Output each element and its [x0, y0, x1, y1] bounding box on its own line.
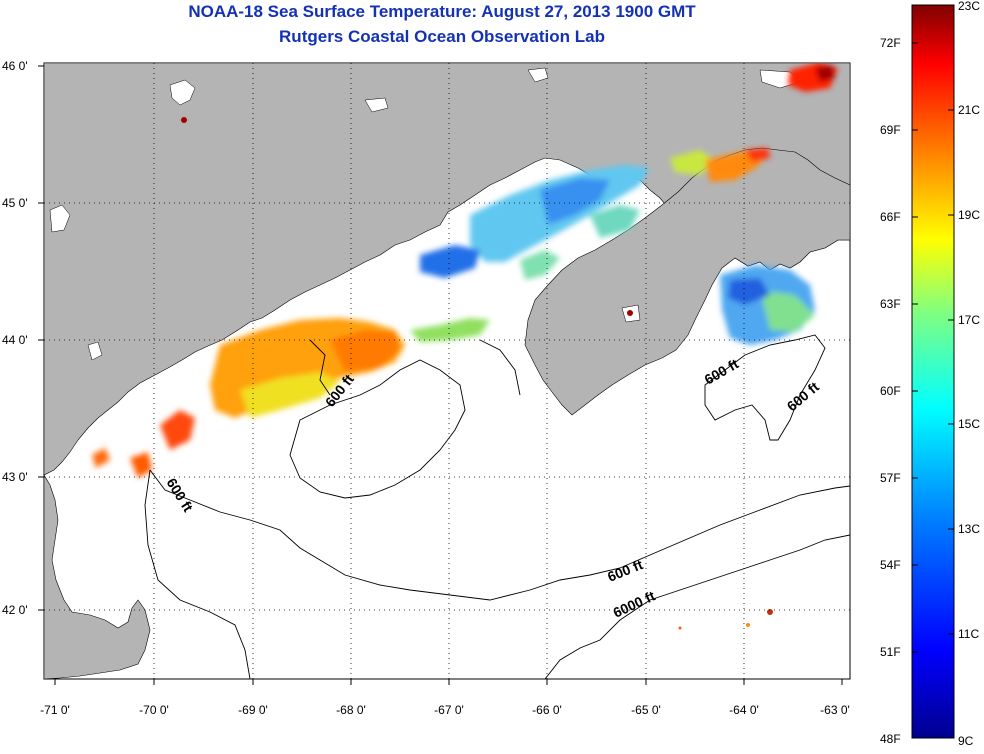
sst-patch — [410, 318, 490, 342]
lon-tick-label: -67 0' — [434, 703, 464, 717]
cbar-c-label: 15C — [958, 417, 980, 431]
contour-600ft — [479, 339, 521, 396]
sst-speck — [767, 609, 773, 615]
bathymetry-contours — [144, 334, 850, 679]
figure-subtitle: Rutgers Coastal Ocean Observation Lab — [279, 27, 605, 46]
sst-patch — [540, 178, 610, 225]
cbar-c-ticks — [948, 109, 954, 635]
cbar-f-label: 48F — [880, 732, 901, 746]
lon-tick-label: -66 0' — [532, 703, 562, 717]
cbar-c-label: 23C — [958, 0, 980, 13]
contour-600ft — [149, 469, 850, 601]
lon-tick-label: -71 0' — [40, 703, 70, 717]
cbar-f-label: 51F — [880, 645, 901, 659]
sst-patch — [815, 65, 835, 82]
lon-tick-label: -64 0' — [729, 703, 759, 717]
figure-title: NOAA-18 Sea Surface Temperature: August … — [188, 2, 696, 21]
lon-tick-label: -70 0' — [139, 703, 169, 717]
sst-patch — [330, 330, 400, 372]
contour-600ft — [309, 339, 331, 396]
cbar-c-label: 17C — [958, 313, 980, 327]
sst-patch — [92, 448, 110, 468]
lake — [527, 67, 549, 83]
cbar-c-label: 11C — [958, 627, 979, 641]
cbar-f-label: 66F — [880, 210, 901, 224]
sst-speck — [678, 626, 682, 630]
sst-patch — [728, 278, 770, 305]
lake — [87, 341, 103, 361]
cbar-c-label: 19C — [958, 208, 980, 222]
map-content — [44, 63, 850, 679]
cbar-f-label: 63F — [880, 297, 901, 311]
lake — [49, 204, 71, 233]
cbar-f-label: 60F — [880, 384, 901, 398]
cbar-f-label: 54F — [880, 558, 901, 572]
contour-6000ft — [544, 534, 850, 679]
cbar-c-label: 21C — [958, 103, 980, 117]
sst-patch — [745, 148, 770, 162]
lon-tick-label: -68 0' — [336, 703, 366, 717]
sst-speck — [746, 623, 750, 627]
sst-speck — [627, 310, 633, 316]
colorbar — [911, 4, 955, 739]
lon-tick-label: -69 0' — [238, 703, 268, 717]
lat-tick-label: 46 0' — [2, 59, 28, 73]
lat-tick-label: 44 0' — [2, 333, 28, 347]
cbar-f-ticks — [912, 42, 918, 653]
sst-patch — [590, 205, 640, 238]
sst-patch — [520, 250, 560, 280]
sst-field — [92, 63, 838, 478]
lake — [169, 79, 196, 106]
cbar-f-label: 69F — [880, 123, 901, 137]
lat-tick-label: 42 0' — [2, 603, 28, 617]
axis-ticks — [38, 65, 843, 685]
contour-600ft — [144, 469, 251, 679]
contour-600ft — [704, 334, 826, 441]
cbar-f-label: 72F — [880, 36, 901, 50]
lon-tick-label: -63 0' — [820, 703, 850, 717]
sst-patch — [130, 452, 152, 478]
cbar-c-label: 13C — [958, 522, 980, 536]
sst-patch — [420, 245, 480, 278]
contour-600ft — [289, 359, 466, 499]
sst-patch — [670, 150, 715, 175]
sst-patch — [760, 290, 815, 332]
lat-tick-label: 45 0' — [2, 196, 28, 210]
lat-tick-label: 43 0' — [2, 470, 28, 484]
sst-speck — [181, 117, 187, 123]
sst-patch — [240, 372, 340, 418]
cbar-f-label: 57F — [880, 471, 901, 485]
lon-tick-label: -65 0' — [631, 703, 661, 717]
sst-patch — [160, 410, 195, 450]
land-nova-scotia — [524, 147, 850, 416]
land-massachusetts — [44, 474, 151, 679]
lake — [364, 97, 389, 113]
cbar-c-label: 9C — [958, 734, 974, 748]
